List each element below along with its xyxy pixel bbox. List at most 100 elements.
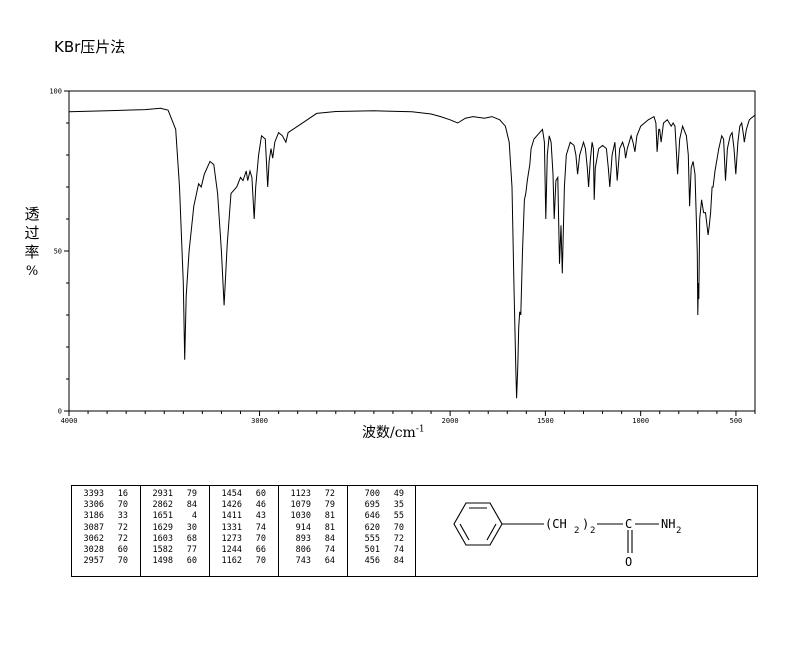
peak-transmittance: 70 <box>393 522 404 533</box>
peak-transmittance: 74 <box>324 545 335 556</box>
y-tick-label: 0 <box>58 408 62 416</box>
peak-row: 1079 79 <box>285 500 335 511</box>
peak-transmittance: 16 <box>117 489 128 499</box>
peak-wavenumber: 501 <box>364 545 380 556</box>
peak-wavenumber: 1603 <box>152 533 173 544</box>
peak-wavenumber: 3306 <box>83 500 104 511</box>
peak-transmittance: 64 <box>324 556 335 567</box>
peak-transmittance: 4 <box>191 511 197 522</box>
x-tick-label: 4000 <box>61 417 78 425</box>
peak-column: 2931 79 2862 84 1651 4 1629 30 1603 68 1582 77 1498 6… <box>147 489 197 567</box>
peak-row: 1030 81 <box>285 511 335 522</box>
y-label-char: 透 <box>24 205 40 223</box>
peak-row: 914 81 <box>285 523 335 534</box>
x-label-unit-exponent: -1 <box>415 424 425 435</box>
peak-wavenumber: 1426 <box>221 500 242 511</box>
peak-wavenumber: 1244 <box>221 545 242 556</box>
peak-wavenumber: 1411 <box>221 511 242 522</box>
axis-ticks <box>64 90 756 416</box>
peak-row: 743 64 <box>285 556 335 567</box>
peak-row: 1244 66 <box>216 545 266 556</box>
peak-transmittance: 60 <box>186 556 197 567</box>
peak-row: 806 74 <box>285 545 335 556</box>
peak-wavenumber: 695 <box>364 500 380 511</box>
peak-wavenumber: 3028 <box>83 545 104 556</box>
peak-column: 3393 16 3306 70 3186 33 3087 72 3062 72 3028 60 2957… <box>78 489 128 567</box>
peak-row: 1123 72 <box>285 489 335 500</box>
column-divider <box>347 486 348 576</box>
peak-row: 1454 60 <box>216 489 266 500</box>
ir-spectrum-chart: 4000 3000 2000 1500 1000 500 0 50 100 <box>49 88 756 425</box>
peak-transmittance: 66 <box>255 545 266 556</box>
peak-transmittance: 70 <box>117 556 128 567</box>
peak-table: 3393 16 3306 70 3186 33 3087 72 3062 72 3028 60 2957… <box>71 485 416 577</box>
structure-diagram: (CH 2 ) 2 C NH 2 O <box>453 502 681 569</box>
peak-wavenumber: 2931 <box>152 489 173 499</box>
peak-row: 3393 16 <box>78 489 128 500</box>
column-divider <box>278 486 279 576</box>
peak-transmittance: 74 <box>393 545 404 556</box>
peak-row: 893 84 <box>285 534 335 545</box>
y-tick-label: 100 <box>49 88 62 96</box>
peak-wavenumber: 1629 <box>152 522 173 533</box>
peak-transmittance: 70 <box>255 533 266 544</box>
peak-wavenumber: 1498 <box>152 556 173 567</box>
peak-transmittance: 30 <box>186 522 197 533</box>
y-label-char: 过 <box>24 224 40 242</box>
peak-wavenumber: 3393 <box>83 489 104 499</box>
peak-row: 1426 46 <box>216 500 266 511</box>
peak-row: 1651 4 <box>147 511 197 522</box>
peak-wavenumber: 3087 <box>83 522 104 533</box>
method-label: KBr压片法 <box>54 38 126 56</box>
peak-wavenumber: 700 <box>364 489 380 499</box>
peak-column: 1454 60 1426 46 1411 43 1331 74 1273 70 1244 66 1162… <box>216 489 266 567</box>
x-tick-label: 2000 <box>442 417 459 425</box>
column-divider <box>209 486 210 576</box>
peak-row: 2931 79 <box>147 489 197 500</box>
peak-wavenumber: 1582 <box>152 545 173 556</box>
carbonyl-carbon: C <box>625 517 632 531</box>
peak-wavenumber: 1162 <box>221 556 242 567</box>
peak-transmittance: 70 <box>255 556 266 567</box>
peak-row: 2862 84 <box>147 500 197 511</box>
peak-transmittance: 74 <box>255 522 266 533</box>
peak-row: 1162 70 <box>216 556 266 567</box>
column-divider <box>140 486 141 576</box>
peak-wavenumber: 456 <box>364 556 380 567</box>
peak-transmittance: 84 <box>393 556 404 567</box>
x-axis-label: 波数/cm-1 <box>362 422 425 442</box>
peak-wavenumber: 646 <box>364 511 380 522</box>
peak-row: 1331 74 <box>216 523 266 534</box>
plot-frame <box>68 90 756 412</box>
peak-transmittance: 72 <box>393 533 404 544</box>
peak-transmittance: 77 <box>186 545 197 556</box>
peak-transmittance: 60 <box>255 489 266 499</box>
chain-h-subscript: 2 <box>574 526 579 536</box>
peak-wavenumber: 1123 <box>290 489 311 499</box>
peak-wavenumber: 806 <box>295 545 311 556</box>
peak-transmittance: 72 <box>117 533 128 544</box>
peak-transmittance: 70 <box>117 500 128 511</box>
peak-transmittance: 81 <box>324 522 335 533</box>
peak-wavenumber: 2862 <box>152 500 173 511</box>
peak-wavenumber: 3186 <box>83 511 104 522</box>
peak-transmittance: 60 <box>117 545 128 556</box>
peak-wavenumber: 555 <box>364 533 380 544</box>
peak-wavenumber: 620 <box>364 522 380 533</box>
peak-transmittance: 43 <box>255 511 266 522</box>
peak-wavenumber: 893 <box>295 533 311 544</box>
peak-wavenumber: 2957 <box>83 556 104 567</box>
peak-row: 700 49 <box>354 489 404 500</box>
peak-transmittance: 35 <box>393 500 404 511</box>
x-tick-label: 3000 <box>251 417 268 425</box>
peak-transmittance: 49 <box>393 489 404 499</box>
peak-row: 1411 43 <box>216 511 266 522</box>
peak-transmittance: 33 <box>117 511 128 522</box>
peak-row: 646 55 <box>354 511 404 522</box>
peak-wavenumber: 1651 <box>152 511 173 522</box>
structure-panel: (CH 2 ) 2 C NH 2 O <box>416 485 758 577</box>
peak-wavenumber: 1030 <box>290 511 311 522</box>
peak-row: 3087 72 <box>78 523 128 534</box>
peak-wavenumber: 3062 <box>83 533 104 544</box>
peak-row: 1629 30 <box>147 523 197 534</box>
